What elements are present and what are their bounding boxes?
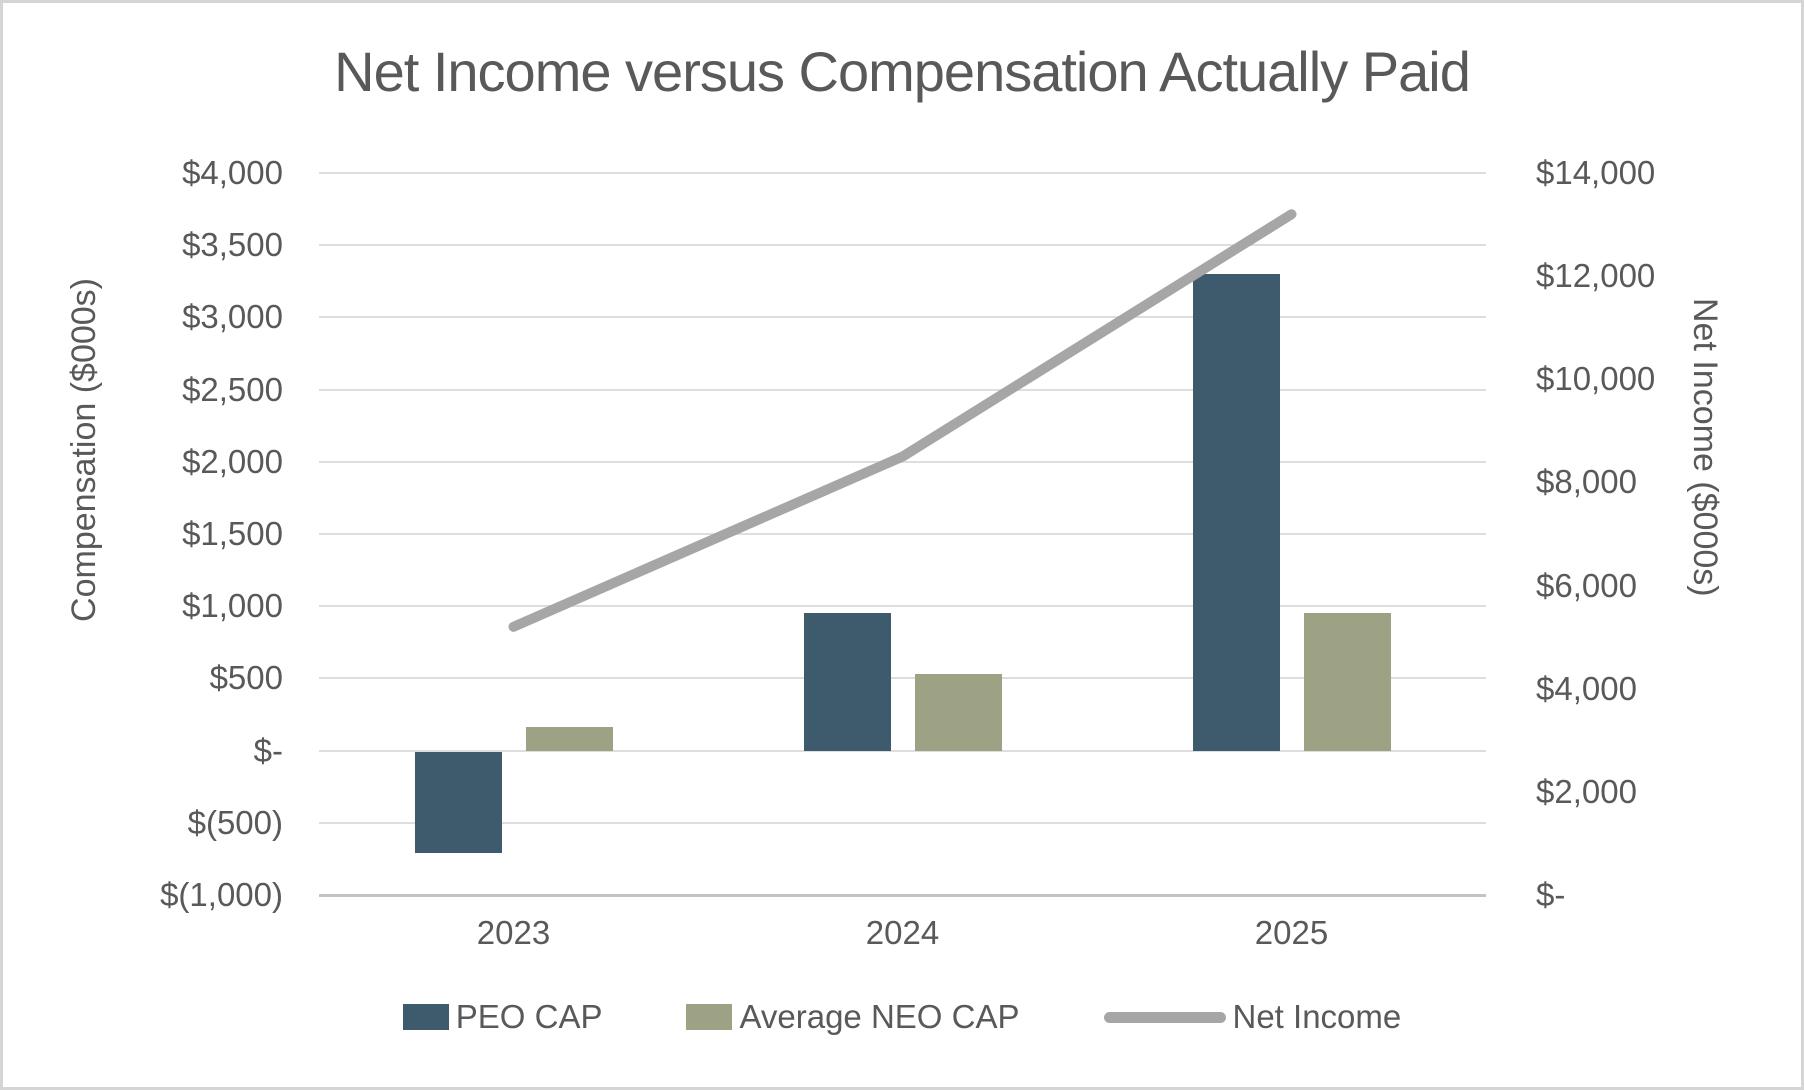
legend-item-average-neo-cap: Average NEO CAP <box>686 998 1020 1036</box>
y-axis-left-tick: $2,000 <box>182 442 283 480</box>
gridline <box>319 677 1486 680</box>
y-axis-right-tick: $2,000 <box>1536 772 1637 810</box>
bar-average-neo-cap-2024 <box>914 674 1002 751</box>
y-axis-left-tick: $1,500 <box>182 515 283 552</box>
y-axis-right-tick: $10,000 <box>1536 360 1656 398</box>
gridline <box>319 821 1486 824</box>
y-axis-right-tick: $- <box>1536 876 1566 913</box>
x-axis-label: 2024 <box>865 914 940 951</box>
y-axis-left-tick: $(1,000) <box>160 876 283 913</box>
bar-peo-cap-2023 <box>414 751 502 853</box>
gridline <box>319 605 1486 608</box>
legend-item-net-income: Net Income <box>1103 998 1402 1036</box>
y-axis-left-tick: $- <box>253 731 283 769</box>
gridline <box>319 533 1486 535</box>
legend: PEO CAP Average NEO CAP Net Income <box>3 998 1801 1036</box>
gridline <box>319 244 1486 247</box>
average-neo-cap-swatch-icon <box>686 1004 733 1030</box>
y-axis-left-tick: $3,000 <box>182 298 283 336</box>
net-income-line-swatch-icon <box>1103 1011 1226 1023</box>
y-axis-left-tick: $1,000 <box>182 587 283 625</box>
chart-title: Net Income versus Compensation Actually … <box>334 40 1471 103</box>
y-axis-right-tick: $6,000 <box>1536 566 1637 604</box>
bar-average-neo-cap-2023 <box>525 727 613 751</box>
x-axis-label: 2025 <box>1254 914 1329 951</box>
x-axis-label: 2023 <box>476 914 551 951</box>
y-axis-left-tick: $3,500 <box>182 226 283 264</box>
y-axis-left-tick: $500 <box>209 659 283 697</box>
gridline <box>319 172 1486 174</box>
y-axis-right-tick: $12,000 <box>1536 257 1656 295</box>
y-axis-right-tick: $8,000 <box>1536 463 1637 501</box>
legend-label-average-neo-cap: Average NEO CAP <box>739 998 1020 1035</box>
y-axis-right-tick: $4,000 <box>1536 669 1637 707</box>
gridline <box>319 749 1486 752</box>
y-axis-left-tick: $4,000 <box>182 154 283 191</box>
left-axis-title: Compensation ($000s) <box>65 278 103 622</box>
bar-peo-cap-2025 <box>1192 274 1280 751</box>
gridline <box>319 388 1486 391</box>
y-axis-right-tick: $14,000 <box>1536 154 1656 191</box>
bar-peo-cap-2024 <box>803 613 891 751</box>
legend-label-peo-cap: PEO CAP <box>455 998 603 1035</box>
right-axis-title: Net Income ($000s) <box>1686 298 1724 597</box>
legend-label-net-income: Net Income <box>1232 998 1402 1035</box>
y-axis-left-tick: $2,500 <box>182 370 283 408</box>
bar-average-neo-cap-2025 <box>1303 613 1391 751</box>
peo-cap-swatch-icon <box>402 1004 449 1030</box>
y-axis-left-tick: $(500) <box>187 803 283 841</box>
gridline <box>319 316 1486 319</box>
x-axis-line <box>319 894 1486 897</box>
gridline <box>319 460 1486 463</box>
legend-item-peo-cap: PEO CAP <box>402 998 603 1036</box>
